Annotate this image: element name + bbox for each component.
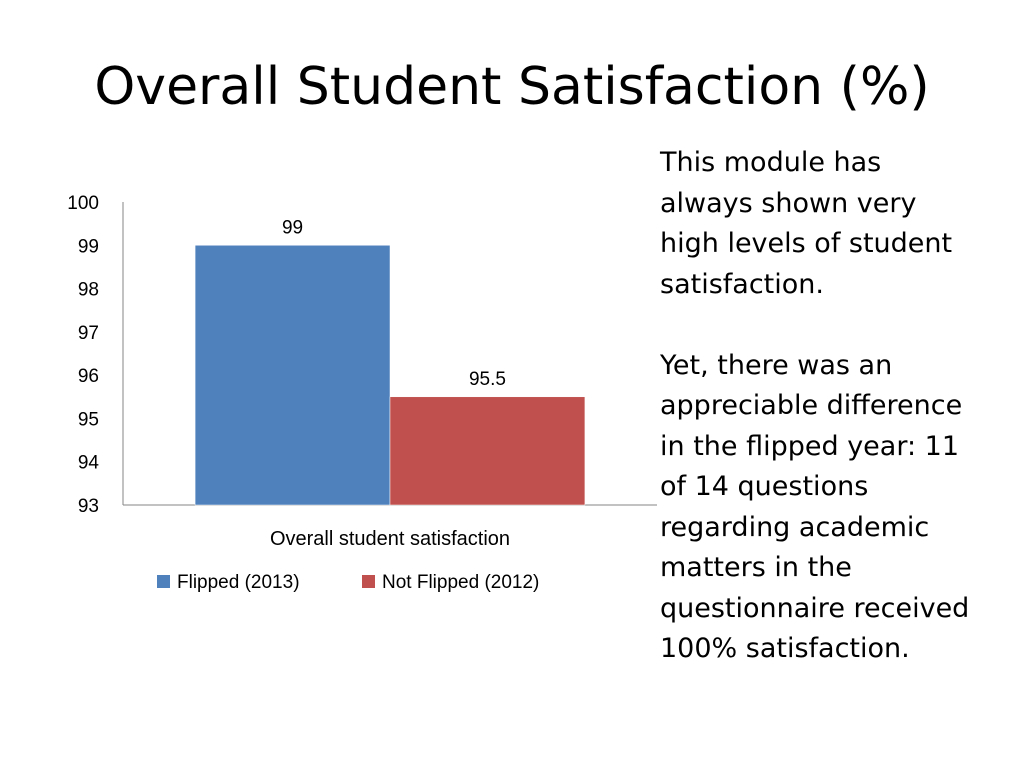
commentary-paragraph-2: Yet, there was an appreciable difference… xyxy=(660,349,970,665)
y-tick-label: 99 xyxy=(78,236,99,257)
y-tick-label: 94 xyxy=(78,453,100,474)
x-axis: Overall student satisfaction xyxy=(123,504,657,550)
bar-flipped-2013 xyxy=(194,245,391,506)
bar-not-flipped-2012 xyxy=(389,396,586,506)
y-tick-label: 95 xyxy=(78,409,99,430)
bar-chart: 93 94 95 96 97 98 99 100 Overall student satisf… xyxy=(67,193,657,593)
legend-swatch xyxy=(362,575,375,588)
bar-group xyxy=(194,245,586,506)
data-labels: 99 95.5 xyxy=(282,217,506,389)
y-tick-label: 97 xyxy=(78,323,99,344)
y-axis: 93 94 95 96 97 98 99 100 xyxy=(67,193,124,517)
data-label: 95.5 xyxy=(469,369,506,390)
legend-label: Not Flipped (2012) xyxy=(382,572,539,593)
y-tick-label: 96 xyxy=(78,366,99,387)
y-tick-label: 93 xyxy=(78,496,99,517)
commentary-text: This module has always shown very high l… xyxy=(660,143,980,670)
slide-title: Overall Student Satisfaction (%) xyxy=(94,57,930,117)
data-label: 99 xyxy=(282,217,303,238)
x-category-label: Overall student satisfaction xyxy=(270,528,510,550)
y-tick-label: 100 xyxy=(67,193,99,214)
legend-label: Flipped (2013) xyxy=(177,572,300,593)
legend-swatch xyxy=(157,575,170,588)
commentary-paragraph-1: This module has always shown very high l… xyxy=(660,147,953,300)
y-tick-label: 98 xyxy=(78,280,99,301)
legend: Flipped (2013) Not Flipped (2012) xyxy=(157,572,539,593)
